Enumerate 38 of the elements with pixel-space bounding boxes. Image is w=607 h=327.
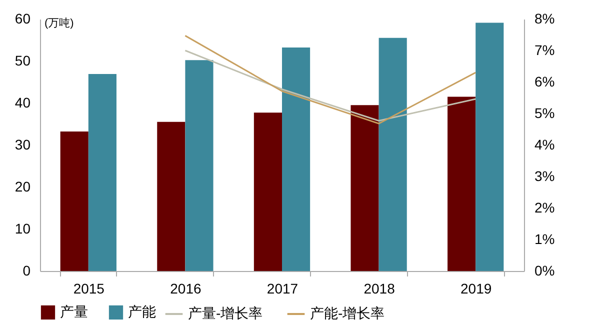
y2-tick-label: 2% bbox=[534, 200, 555, 216]
y2-tick-label: 3% bbox=[534, 168, 555, 184]
y-tick-label: 50 bbox=[14, 52, 31, 68]
bar bbox=[476, 22, 504, 271]
y2-tick-label: 7% bbox=[534, 42, 555, 58]
legend-label: 产能 bbox=[128, 303, 156, 320]
bar bbox=[282, 48, 310, 271]
y-tick-label: 10 bbox=[14, 220, 31, 236]
bar bbox=[185, 60, 214, 271]
x-tick-label: 2019 bbox=[460, 280, 492, 296]
line-series bbox=[184, 50, 476, 122]
legend-label: 产能-增长率 bbox=[310, 305, 385, 321]
y-axis-title: (万吨) bbox=[44, 16, 74, 30]
x-tick-label: 2015 bbox=[73, 280, 105, 296]
y2-tick-label: 0% bbox=[534, 262, 555, 278]
bar bbox=[350, 105, 379, 271]
x-tick-label: 2018 bbox=[364, 280, 396, 296]
line-series bbox=[184, 34, 476, 124]
bar bbox=[378, 38, 407, 271]
y-tick-label: 40 bbox=[14, 94, 31, 110]
y2-tick-label: 1% bbox=[534, 231, 555, 247]
y2-tick-label: 8% bbox=[534, 10, 555, 26]
bar bbox=[60, 132, 88, 271]
x-tick-label: 2016 bbox=[170, 280, 202, 296]
y-tick-label: 0 bbox=[22, 262, 31, 278]
y-tick-label: 20 bbox=[14, 178, 31, 194]
y2-tick-label: 6% bbox=[534, 74, 555, 90]
y2-tick-label: 5% bbox=[534, 105, 555, 121]
y-tick-label: 30 bbox=[14, 136, 31, 152]
legend-label: 产量-增长率 bbox=[188, 305, 263, 321]
bar bbox=[448, 96, 476, 271]
bar bbox=[254, 112, 282, 271]
bar bbox=[88, 74, 116, 271]
y-tick-label: 60 bbox=[14, 10, 31, 26]
legend-label: 产量 bbox=[60, 303, 88, 320]
x-tick-label: 2017 bbox=[266, 280, 298, 296]
bar bbox=[157, 122, 186, 271]
y2-tick-label: 4% bbox=[534, 136, 555, 152]
